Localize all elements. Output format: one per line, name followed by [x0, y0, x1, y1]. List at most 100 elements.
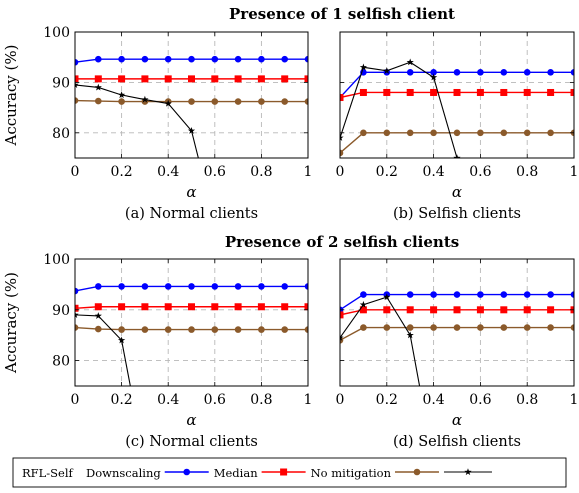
plot-frame: [74, 31, 309, 159]
data-point-3-10: [547, 324, 554, 331]
legend-marker-3: [413, 468, 421, 476]
grid: [340, 259, 574, 386]
data-point-1-8: [500, 69, 508, 76]
data-point-2-6: [453, 306, 461, 314]
data-point-2-9: [523, 306, 531, 314]
data-point-2-1: [75, 304, 79, 312]
data-point-3-11: [304, 98, 308, 105]
data-point-2-1: [340, 94, 344, 102]
data-point-4-1: [340, 134, 344, 141]
series-group: [75, 55, 308, 158]
data-point-1-1: [75, 58, 79, 66]
data-point-3-10: [281, 98, 289, 105]
data-point-3-2: [95, 97, 102, 105]
data-point-2-4: [406, 88, 414, 96]
x-tick-label: 1: [570, 164, 579, 180]
data-point-4-5: [164, 99, 172, 107]
data-point-1-6: [188, 283, 195, 290]
data-point-1-1: [75, 287, 79, 295]
data-point-3-8: [234, 326, 242, 333]
data-point-3-10: [281, 326, 289, 333]
y-tick-label: 90: [52, 75, 70, 91]
data-point-1-4: [406, 69, 414, 76]
x-tick-label: 1: [304, 164, 313, 180]
data-point-4-4: [406, 331, 414, 339]
data-point-3-7: [477, 324, 484, 331]
x-tick-label: 0.6: [204, 392, 226, 408]
data-point-4-6: [453, 154, 461, 158]
data-point-3-10: [547, 129, 554, 137]
data-point-2-3: [383, 306, 391, 314]
grid: [75, 259, 308, 386]
x-tick-label: 0: [336, 392, 345, 408]
data-point-1-9: [523, 291, 531, 298]
x-tick-label: 0.8: [250, 164, 272, 180]
data-point-3-1: [75, 324, 79, 331]
data-point-2-6: [188, 75, 195, 83]
x-tick-label: 0.8: [516, 392, 538, 408]
legend-label-3: No mitigation: [311, 466, 392, 480]
data-point-1-7: [211, 55, 219, 63]
data-point-3-1: [75, 97, 79, 104]
legend-marker-2: [280, 468, 288, 476]
data-point-4-3: [117, 91, 126, 99]
data-point-2-3: [383, 88, 391, 96]
data-point-2-1: [75, 75, 79, 83]
y-tick-label: 90: [52, 303, 70, 319]
data-point-4-1: [75, 81, 79, 88]
data-point-1-11: [570, 69, 574, 76]
data-point-4-4: [406, 58, 414, 66]
data-point-1-5: [430, 291, 437, 298]
data-point-1-9: [258, 283, 265, 290]
data-point-1-8: [234, 283, 242, 290]
data-point-3-6: [188, 326, 195, 333]
data-point-4-4: [141, 95, 149, 103]
data-point-3-2: [95, 325, 102, 333]
data-point-1-11: [304, 55, 308, 63]
x-tick-label: 0.2: [376, 164, 398, 180]
data-point-3-3: [383, 129, 391, 137]
x-tick-label: 0.4: [157, 392, 179, 408]
x-axis-label: α: [452, 183, 462, 201]
data-point-2-6: [453, 88, 461, 96]
data-point-3-5: [164, 326, 172, 333]
data-point-1-4: [406, 291, 414, 298]
data-point-3-3: [118, 326, 125, 333]
x-tick-label: 0: [336, 164, 345, 180]
data-point-2-5: [164, 75, 172, 83]
data-point-3-7: [477, 129, 484, 137]
panel-caption: (a) Normal clients: [125, 206, 258, 222]
x-tick-label: 0.2: [110, 164, 132, 180]
data-point-4-7: [477, 230, 484, 237]
data-point-2-8: [500, 306, 508, 314]
data-point-2-11: [570, 88, 574, 96]
data-point-2-11: [304, 303, 308, 311]
data-point-2-5: [430, 88, 438, 96]
data-point-2-4: [406, 306, 414, 314]
data-point-2-7: [476, 306, 484, 314]
data-point-1-3: [118, 283, 125, 290]
x-tick-label: 0.2: [110, 392, 132, 408]
data-point-1-5: [430, 69, 437, 76]
data-point-1-6: [453, 69, 461, 76]
y-tick-label: 80: [52, 126, 70, 142]
y-axis-label: Accuracy (%): [2, 44, 20, 146]
data-point-4-3: [383, 67, 391, 74]
data-point-2-11: [304, 75, 308, 83]
data-point-3-9: [258, 326, 265, 333]
data-point-4-6: [187, 126, 196, 134]
data-point-3-11: [304, 326, 308, 333]
data-point-1-4: [141, 55, 149, 63]
data-point-4-3: [117, 336, 126, 344]
data-point-4-2: [94, 83, 102, 91]
data-point-1-2: [360, 291, 367, 298]
x-tick-label: 0.6: [469, 164, 491, 180]
data-point-2-2: [94, 75, 102, 83]
series-line-4: [75, 314, 131, 386]
data-point-3-5: [430, 324, 437, 331]
data-point-4-5: [429, 73, 438, 81]
series-group: [75, 283, 308, 386]
data-point-1-5: [164, 55, 172, 63]
